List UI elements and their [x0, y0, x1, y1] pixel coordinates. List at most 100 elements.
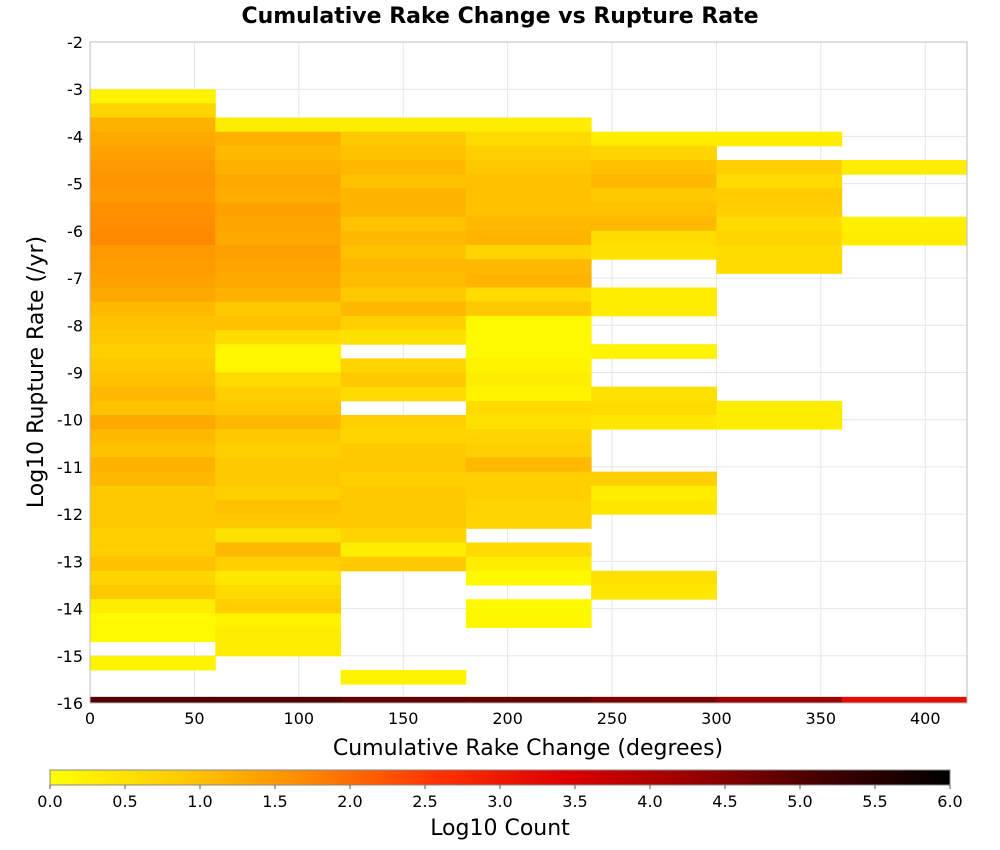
colorbar-tick-label: 1.5	[262, 792, 287, 811]
y-axis-ticks: -2 -3 -4 -5 -6 -7 -8 -9 -10 -11 -12 -13 -14 -15 -16	[57, 33, 83, 713]
heatmap-cell	[215, 613, 342, 628]
heatmap-cell	[340, 273, 467, 289]
bottom-strip-cell	[465, 696, 592, 703]
heatmap-cell	[215, 471, 342, 487]
heatmap-cell	[215, 641, 342, 657]
y-tick-label: -7	[67, 269, 83, 288]
y-tick-label: -3	[67, 80, 83, 99]
heatmap-cell	[215, 400, 342, 416]
heatmap-cell	[340, 230, 467, 246]
heatmap-cell	[340, 414, 467, 430]
heatmap-cell	[90, 358, 216, 373]
heatmap-cell	[716, 400, 843, 416]
heatmap-cell	[215, 273, 342, 289]
heatmap-cell	[340, 556, 467, 572]
heatmap-cell	[340, 457, 467, 473]
x-tick-label: 0	[85, 709, 95, 728]
heatmap-cell	[465, 188, 592, 204]
heatmap-cell	[215, 174, 342, 189]
heatmap-cell	[215, 131, 342, 147]
heatmap-cell	[90, 443, 216, 458]
colorbar-tick-label: 4.0	[637, 792, 662, 811]
heatmap-cell	[90, 613, 216, 628]
heatmap-cell	[465, 386, 592, 402]
heatmap-cell	[215, 556, 342, 572]
heatmap-cell	[465, 514, 592, 529]
heatmap-cell	[340, 528, 467, 543]
heatmap-cell	[215, 160, 342, 175]
y-tick-label: -8	[67, 316, 83, 335]
heatmap-cell	[90, 315, 216, 331]
heatmap-cell	[591, 245, 717, 260]
heatmap-cell	[716, 131, 843, 147]
bottom-strip	[90, 696, 968, 703]
bottom-strip-cell	[841, 696, 968, 703]
heatmap-cell	[90, 160, 216, 175]
chart-title: Cumulative Rake Change vs Rupture Rate	[241, 4, 758, 29]
heatmap-cell	[90, 202, 216, 218]
colorbar-tick-label: 3.5	[562, 792, 587, 811]
heatmap-cell	[465, 287, 592, 303]
heatmap-cell	[465, 613, 592, 628]
heatmap-cell	[340, 160, 467, 175]
heatmap-cell	[841, 216, 968, 232]
heatmap-cell	[215, 117, 342, 133]
heatmap-cell	[465, 330, 592, 345]
heatmap-cell	[215, 230, 342, 246]
heatmap-cell	[591, 414, 717, 430]
y-tick-label: -15	[57, 647, 83, 666]
colorbar-tick-label: 5.5	[862, 792, 887, 811]
colorbar-tick-label: 0.0	[37, 792, 62, 811]
heatmap-cell	[90, 599, 216, 614]
heatmap-cell	[340, 514, 467, 529]
heatmap-cell	[465, 301, 592, 317]
heatmap-cell	[340, 202, 467, 218]
heatmap-cell	[591, 174, 717, 189]
heatmap-cell	[591, 216, 717, 232]
heatmap-cell	[591, 160, 717, 175]
heatmap-cell	[465, 344, 592, 359]
heatmap-cell	[215, 414, 342, 430]
heatmap-cell	[90, 89, 216, 104]
heatmap-cell	[215, 528, 342, 543]
heatmap-cell	[340, 174, 467, 189]
heatmap-cell	[90, 499, 216, 515]
heatmap-cell	[215, 287, 342, 303]
heatmap-cell	[340, 301, 467, 317]
heatmap-cell	[591, 301, 717, 317]
heatmap-cell	[90, 330, 216, 345]
heatmap-cell	[215, 386, 342, 402]
heatmap-cell	[90, 400, 216, 416]
colorbar-label: Log10 Count	[430, 816, 570, 841]
heatmap-cell	[465, 457, 592, 473]
heatmap-cell	[591, 471, 717, 487]
heatmap-cell	[465, 117, 592, 133]
heatmap-cell	[465, 372, 592, 388]
heatmap-cell	[591, 499, 717, 515]
heatmap-cell	[841, 230, 968, 246]
heatmap-cell	[90, 245, 216, 260]
heatmap-cell	[90, 103, 216, 119]
x-tick-label: 200	[492, 709, 523, 728]
heatmap-cell	[90, 216, 216, 232]
bottom-strip-cell	[340, 696, 467, 703]
heatmap-cell	[90, 457, 216, 473]
heatmap-cell	[215, 443, 342, 458]
x-tick-label: 350	[806, 709, 837, 728]
colorbar-tick-label: 5.0	[787, 792, 812, 811]
heatmap-cell	[465, 230, 592, 246]
heatmap-cell	[340, 330, 467, 345]
heatmap-cell	[215, 542, 342, 558]
heatmap-cell	[340, 485, 467, 501]
y-tick-label: -10	[57, 411, 83, 430]
y-tick-label: -6	[67, 222, 83, 241]
y-axis-label: Log10 Rupture Rate (/yr)	[24, 236, 49, 508]
colorbar-tick-label: 6.0	[937, 792, 962, 811]
heatmap-cell	[340, 216, 467, 232]
heatmap-cell	[90, 344, 216, 359]
heatmap-cell	[90, 655, 216, 671]
heatmap-cell	[591, 344, 717, 359]
heatmap-cell	[215, 584, 342, 600]
colorbar-tick-label: 4.5	[712, 792, 737, 811]
